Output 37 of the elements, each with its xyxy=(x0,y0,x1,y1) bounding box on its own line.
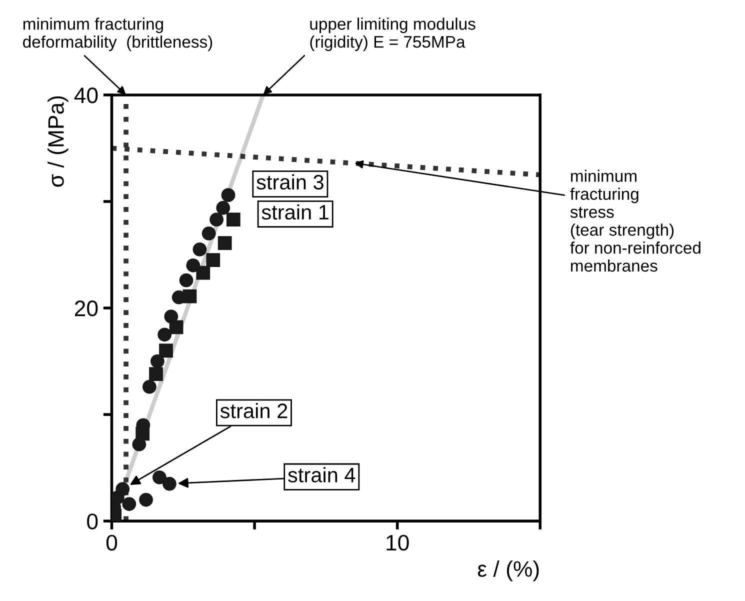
point xyxy=(182,289,197,304)
point xyxy=(226,212,240,227)
annotation: minimum fracturing deformability (brittleness) xyxy=(23,18,212,52)
y-tick-label: 20 xyxy=(74,300,98,316)
x-axis-title: ε / (%) xyxy=(478,560,539,582)
point xyxy=(218,236,232,250)
point xyxy=(150,354,164,368)
point xyxy=(152,470,166,484)
point xyxy=(116,482,130,496)
point xyxy=(179,273,194,288)
text: strain 2 xyxy=(220,403,288,418)
text: strain 4 xyxy=(288,467,356,482)
y-tick-label: 0 xyxy=(87,514,98,530)
point xyxy=(158,328,172,342)
point xyxy=(221,188,236,202)
series-label: strain 1 xyxy=(262,204,328,220)
y-tick-label: 40 xyxy=(74,87,98,104)
point xyxy=(210,212,224,227)
annotation: minimum fracturing stress (tear strength) for non-reinforced membranes xyxy=(570,170,700,272)
point xyxy=(186,258,200,272)
point xyxy=(139,492,153,507)
series-label: strain 3 xyxy=(256,174,324,190)
y-axis-title: σ / (MPa) xyxy=(48,96,68,187)
point xyxy=(196,266,210,280)
point xyxy=(136,426,150,441)
point xyxy=(159,344,173,358)
point xyxy=(202,226,216,240)
point xyxy=(122,497,136,511)
point xyxy=(149,367,163,382)
point xyxy=(206,253,220,268)
x-tick-label: 10 xyxy=(386,534,409,551)
point xyxy=(192,242,207,256)
annotation: upper limiting modulus (rigidity) E = 755MPa xyxy=(310,18,476,52)
point xyxy=(142,380,156,394)
point xyxy=(169,320,184,334)
point xyxy=(162,476,176,491)
point xyxy=(216,200,230,215)
